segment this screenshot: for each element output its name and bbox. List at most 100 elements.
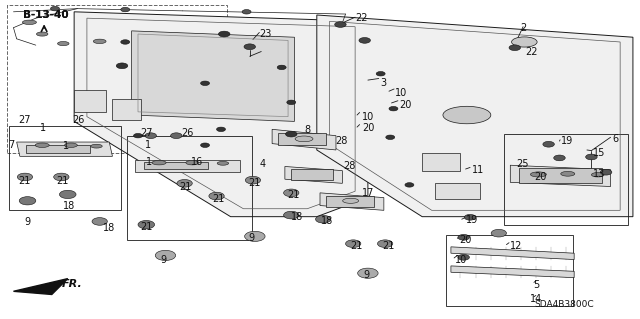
Text: 1: 1 [145, 140, 151, 150]
Text: 21: 21 [383, 241, 395, 251]
Text: 26: 26 [180, 129, 193, 138]
Circle shape [17, 173, 33, 181]
Text: 8: 8 [304, 125, 310, 135]
Circle shape [316, 215, 331, 223]
Text: 11: 11 [472, 165, 484, 175]
Circle shape [378, 240, 393, 248]
Text: 21: 21 [140, 222, 152, 232]
Text: 12: 12 [510, 241, 523, 251]
Ellipse shape [342, 198, 358, 203]
Polygon shape [135, 160, 240, 172]
Text: B-13-40: B-13-40 [23, 10, 68, 20]
Polygon shape [451, 266, 574, 278]
Text: 21: 21 [287, 190, 299, 200]
Ellipse shape [217, 161, 228, 165]
Text: 21: 21 [351, 241, 363, 251]
Text: 13: 13 [593, 169, 605, 179]
Text: 10: 10 [456, 255, 468, 264]
Circle shape [509, 45, 520, 50]
Polygon shape [435, 183, 479, 199]
Circle shape [284, 189, 299, 197]
Text: 19: 19 [466, 215, 478, 226]
Text: 26: 26 [72, 115, 84, 125]
Circle shape [216, 127, 225, 131]
Circle shape [54, 173, 69, 181]
Bar [9, 126, 121, 210]
Text: 20: 20 [534, 172, 547, 182]
Text: 23: 23 [259, 29, 272, 39]
Text: 20: 20 [362, 123, 374, 133]
Text: 20: 20 [399, 100, 412, 110]
Circle shape [458, 255, 469, 260]
Text: 14: 14 [530, 293, 542, 304]
Circle shape [116, 63, 128, 69]
Circle shape [389, 107, 398, 111]
Text: B-13-40: B-13-40 [23, 10, 68, 20]
Circle shape [335, 22, 346, 27]
Circle shape [405, 183, 414, 187]
Text: 28: 28 [335, 136, 348, 146]
Polygon shape [317, 15, 633, 217]
Text: 9: 9 [248, 233, 254, 243]
Text: 27: 27 [140, 129, 152, 138]
Text: 21: 21 [248, 178, 261, 188]
Circle shape [284, 211, 299, 219]
Text: 1: 1 [40, 123, 47, 133]
Text: 3: 3 [381, 78, 387, 88]
Circle shape [244, 231, 265, 241]
Text: SDA4B3800C: SDA4B3800C [534, 300, 593, 308]
Ellipse shape [36, 32, 48, 36]
Circle shape [177, 180, 192, 187]
Text: 18: 18 [291, 212, 303, 222]
Circle shape [358, 268, 378, 278]
Polygon shape [510, 165, 611, 187]
Bar [291, 169, 333, 180]
Text: 10: 10 [362, 112, 374, 122]
Ellipse shape [93, 39, 106, 44]
Circle shape [134, 133, 143, 138]
Circle shape [245, 176, 260, 184]
Text: 19: 19 [561, 136, 573, 146]
Text: 5: 5 [532, 280, 539, 290]
Text: 27: 27 [19, 115, 31, 125]
Text: 20: 20 [460, 234, 472, 245]
Polygon shape [74, 12, 368, 217]
Ellipse shape [591, 173, 604, 177]
Text: 15: 15 [593, 147, 605, 158]
Circle shape [376, 71, 385, 76]
Circle shape [138, 220, 155, 229]
Text: 4: 4 [259, 159, 266, 169]
Text: 9: 9 [24, 217, 31, 227]
Circle shape [145, 133, 157, 138]
Text: 1: 1 [147, 157, 152, 167]
Text: 28: 28 [343, 161, 355, 172]
Polygon shape [451, 247, 574, 260]
Bar [447, 235, 573, 306]
Ellipse shape [561, 171, 575, 176]
Text: 21: 21 [212, 194, 225, 204]
Circle shape [200, 81, 209, 85]
Bar [519, 168, 602, 183]
Bar [278, 132, 326, 145]
Ellipse shape [35, 143, 49, 147]
Ellipse shape [186, 160, 198, 165]
Text: 21: 21 [18, 176, 30, 186]
Circle shape [586, 154, 597, 160]
Text: 22: 22 [355, 13, 367, 23]
Text: 6: 6 [612, 134, 619, 144]
Ellipse shape [152, 160, 166, 165]
Polygon shape [13, 278, 68, 294]
Text: 2: 2 [520, 23, 526, 33]
Ellipse shape [531, 172, 547, 177]
Circle shape [386, 135, 395, 139]
Polygon shape [285, 167, 342, 183]
Text: 25: 25 [516, 159, 529, 169]
Text: 18: 18 [63, 201, 76, 211]
Circle shape [218, 31, 230, 37]
Circle shape [19, 197, 36, 205]
Ellipse shape [58, 41, 69, 46]
Text: 9: 9 [161, 255, 166, 264]
Polygon shape [113, 99, 141, 120]
Circle shape [359, 38, 371, 43]
Ellipse shape [511, 37, 537, 47]
